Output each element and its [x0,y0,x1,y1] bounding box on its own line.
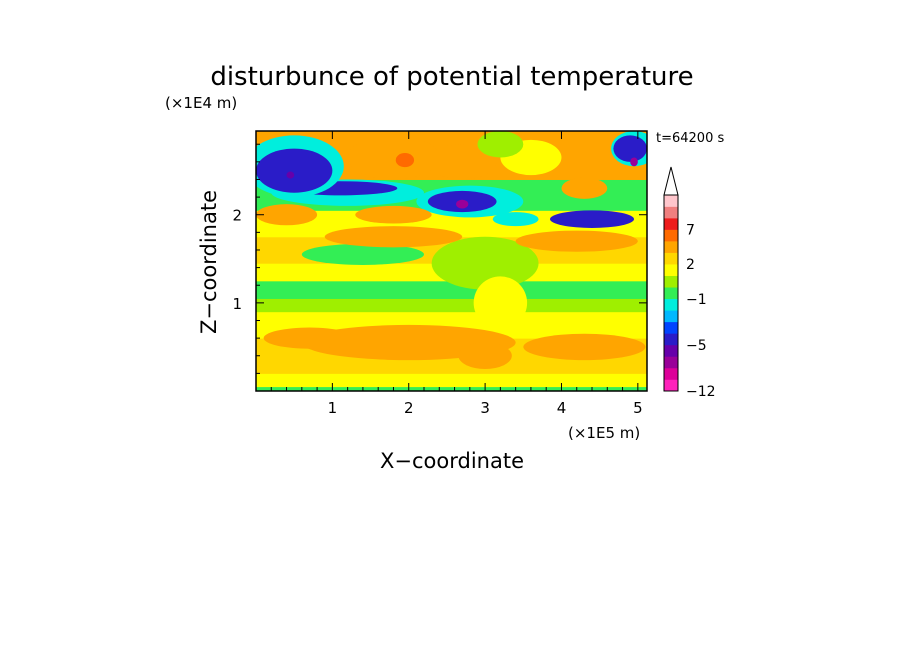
colorbar-cell [664,241,678,253]
colorbar-cell [664,379,678,392]
contour-feature [256,204,318,226]
colorbar-label: −1 [686,292,707,308]
colorbar-label: −12 [686,384,716,400]
colorbar-cell [664,195,678,207]
colorbar: 7 2 −1 −5 −12 [663,166,716,400]
colorbar-cell [664,275,678,288]
x-tick-label: 2 [404,399,414,417]
colorbar-cell [664,321,678,334]
contour-feature [456,199,469,209]
contour-band [256,298,647,313]
colorbar-cell [664,287,678,300]
contour-feature [630,157,638,167]
colorbar-cell [664,356,678,369]
contour-feature [301,243,425,265]
x-tick-label: 3 [480,399,490,417]
contour-feature [613,135,647,162]
contour-feature [477,131,524,158]
x-unit-label: (×1E5 m) [568,424,640,442]
plot-frame [255,130,648,392]
contour-feature [427,144,497,180]
colorbar-cell [664,298,678,311]
colorbar-label: −5 [686,338,707,354]
colorbar-cell [664,264,678,277]
y-axis-label: Z−coordinate [197,190,221,334]
colorbar-label: 7 [686,223,695,239]
contour-feature [492,212,539,227]
x-tick-label: 5 [633,399,643,417]
axes: 1 2 3 4 5 1 2 [232,131,647,417]
chart-title: disturbunce of potential temperature [210,62,693,92]
contour-features [256,131,647,369]
colorbar-extend-arrow [663,166,679,196]
contour-feature [458,342,512,369]
plot-area [256,131,647,391]
contour-feature [561,177,608,199]
contour-feature [431,236,539,290]
colorbar-cell [664,252,678,265]
colorbar-cell [664,229,678,242]
contour-band [256,386,647,391]
x-axis-label: X−coordinate [380,449,524,473]
colorbar-cell [664,367,678,380]
time-label: t=64200 s [656,131,724,146]
contour-band [256,280,647,299]
colorbar-cell [664,206,678,219]
contour-feature [355,205,432,224]
contour-feature [256,148,333,193]
colorbar-label: 2 [686,257,695,273]
colorbar-cell [664,310,678,323]
x-tick-label: 1 [328,399,338,417]
contour-feature [395,153,415,168]
contour-band [256,373,647,388]
contour-feature [286,171,295,179]
contour-feature [263,327,356,349]
y-tick-label: 1 [232,295,242,313]
contour-feature [324,226,463,248]
y-tick-label: 2 [232,207,242,225]
colorbar-cell [664,344,678,357]
contour-feature [347,135,440,180]
contour-feature [515,230,638,252]
contour-feature [523,333,646,361]
contour-feature [473,276,528,330]
colorbar-cell [664,218,678,230]
y-unit-label: (×1E4 m) [165,94,237,112]
contour-feature [550,210,635,228]
x-tick-label: 4 [557,399,567,417]
colorbar-cell [664,333,678,346]
